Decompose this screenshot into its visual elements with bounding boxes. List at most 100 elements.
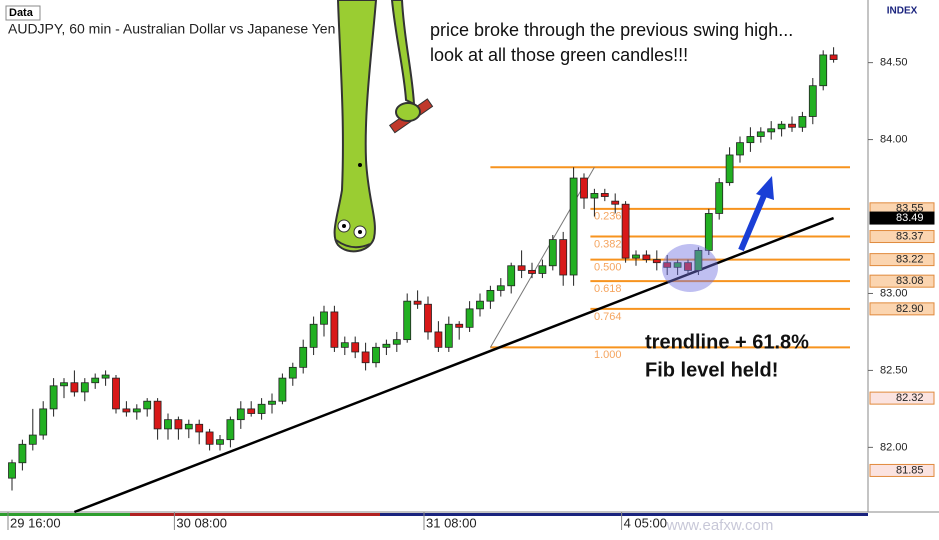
- candle-body: [767, 128, 776, 133]
- candle-body: [444, 323, 453, 348]
- candle-body: [70, 382, 79, 393]
- candle-body: [496, 285, 505, 291]
- candle-body: [288, 366, 297, 379]
- session-strip: [130, 513, 380, 516]
- candle-body: [538, 265, 547, 274]
- candle-body: [247, 408, 256, 414]
- price-box-label: 82.32: [896, 392, 924, 404]
- candle-body: [788, 123, 796, 128]
- y-tick-label: 82.50: [880, 364, 908, 376]
- price-box-label: 83.37: [896, 230, 924, 242]
- y-tick-label: 82.00: [880, 441, 908, 453]
- candle-body: [403, 300, 412, 341]
- candle-body: [486, 289, 495, 302]
- price-box-label: 83.49: [896, 212, 924, 224]
- candle-body: [548, 239, 557, 267]
- price-box: [869, 230, 935, 244]
- candle-body: [49, 385, 58, 410]
- candle-body: [798, 116, 807, 128]
- candle-body: [226, 419, 235, 441]
- highlight-circle: [662, 244, 718, 292]
- candle-body: [268, 400, 276, 405]
- price-box: [869, 463, 935, 477]
- candle-body: [476, 300, 484, 310]
- price-box-label: 82.90: [896, 303, 924, 315]
- trendline: [73, 216, 835, 514]
- candle-body: [184, 423, 193, 430]
- candle-body: [559, 239, 568, 276]
- candle-body: [257, 403, 266, 414]
- price-box: [869, 274, 935, 288]
- candle-body: [704, 213, 713, 251]
- candle-body: [330, 311, 339, 348]
- candle-body: [351, 342, 360, 353]
- candle-body: [101, 374, 110, 379]
- price-box: [869, 391, 935, 405]
- session-strip: [380, 513, 868, 516]
- candle-body: [143, 400, 152, 410]
- candle-body: [528, 269, 536, 274]
- annotation: Fib level held!: [645, 359, 778, 381]
- candle-body: [517, 265, 526, 271]
- candle-body: [80, 382, 89, 393]
- frog-illustration: [333, 0, 434, 253]
- candle-body: [632, 254, 640, 259]
- candle-body: [413, 300, 422, 305]
- candle-body: [829, 54, 838, 60]
- candle-body: [112, 377, 120, 410]
- fib-label: 0.236: [594, 211, 622, 223]
- fib-label: 0.618: [594, 283, 622, 295]
- candle-body: [174, 419, 183, 430]
- candle-body: [195, 423, 204, 433]
- candle-body: [590, 193, 599, 199]
- price-box: [869, 302, 935, 316]
- candle-body: [455, 323, 464, 328]
- price-box-label: 81.85: [896, 464, 924, 476]
- fib-label: 0.764: [594, 311, 622, 323]
- candle-body: [569, 177, 578, 276]
- data-box: [5, 5, 41, 21]
- candle-body: [694, 249, 703, 271]
- candle-body: [122, 408, 131, 413]
- fib-label: 0.500: [594, 262, 622, 274]
- candle-body: [340, 342, 349, 348]
- candle-body: [424, 303, 432, 333]
- candle-body: [600, 193, 609, 197]
- candle-body: [361, 351, 370, 364]
- candle-body: [725, 154, 734, 184]
- candle-body: [642, 254, 651, 261]
- candle-body: [18, 443, 27, 464]
- candle-body: [819, 54, 828, 87]
- y-tick-label: 84.50: [880, 57, 908, 69]
- x-tick-label: 4 05:00: [624, 515, 667, 530]
- data-label: Data: [9, 7, 34, 19]
- fib-label: 0.382: [594, 238, 622, 250]
- candle-body: [39, 408, 48, 436]
- candle-body: [673, 262, 682, 268]
- candle-body: [216, 439, 224, 445]
- y-tick-label: 83.00: [880, 287, 908, 299]
- candle-body: [132, 408, 141, 413]
- candle-body: [236, 408, 245, 421]
- candle-body: [60, 382, 68, 387]
- candle-body: [278, 377, 287, 402]
- arrow-head: [756, 176, 774, 200]
- price-box-label: 83.22: [896, 254, 924, 266]
- index-label: INDEX: [887, 6, 918, 17]
- watermark: www.eafxw.com: [666, 517, 774, 534]
- price-box: [869, 211, 935, 225]
- candle-body: [299, 346, 308, 368]
- candle-body: [652, 259, 661, 264]
- candle-body: [164, 419, 172, 430]
- candle-body: [746, 136, 755, 144]
- arrow: [738, 191, 768, 252]
- session-strip: [0, 513, 130, 516]
- candle-body: [715, 182, 724, 214]
- candle-body: [382, 343, 391, 348]
- x-tick-label: 29 16:00: [10, 515, 61, 530]
- candle-body: [621, 203, 630, 259]
- candle-body: [309, 323, 318, 348]
- candle-body: [580, 177, 588, 199]
